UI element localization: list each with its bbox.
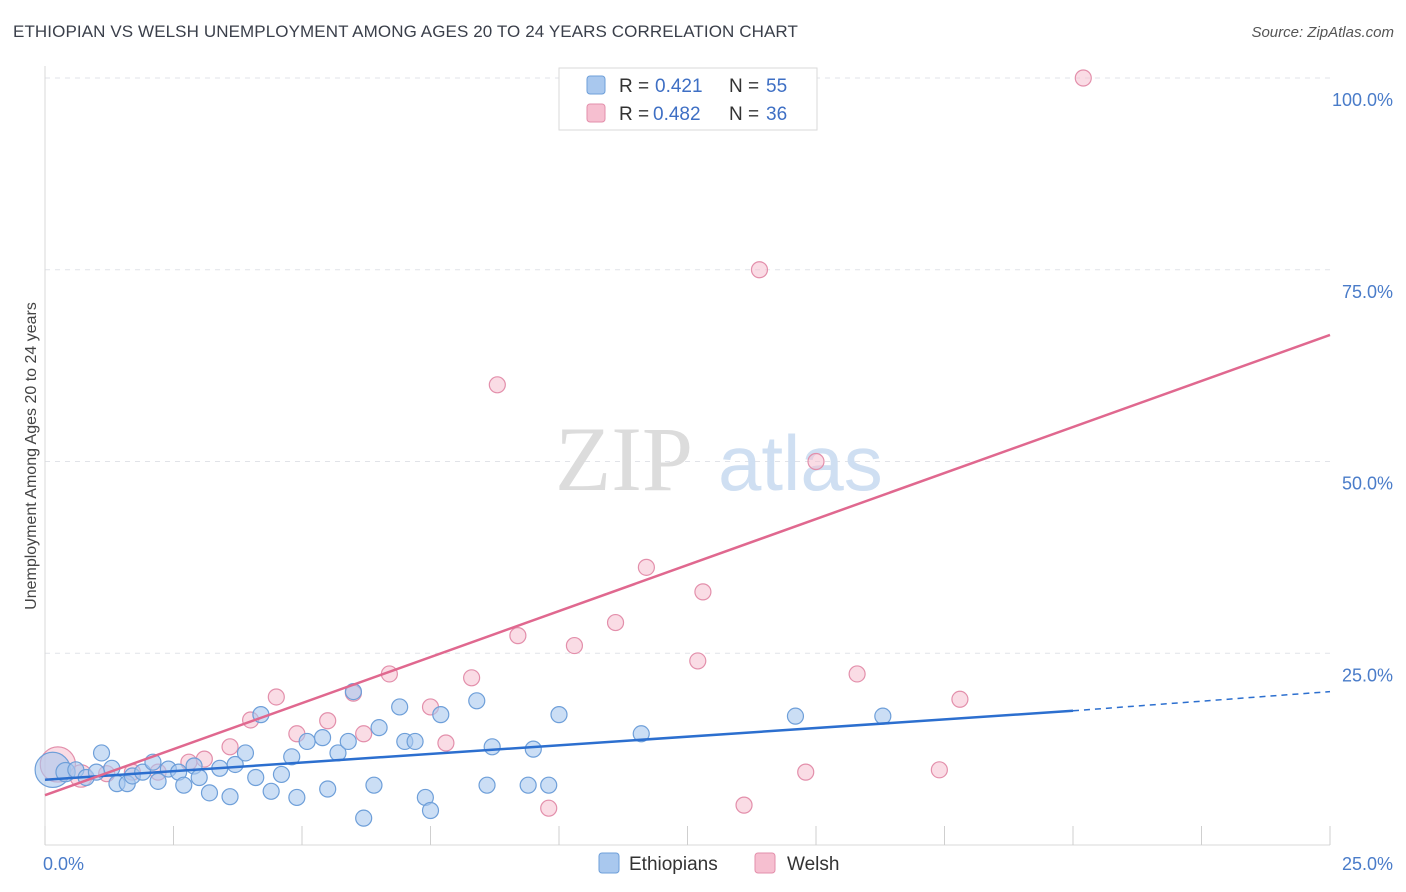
welsh-point-16 (437, 734, 455, 752)
ethiopians-point-36 (365, 776, 383, 794)
chart-title: ETHIOPIAN VS WELSH UNEMPLOYMENT AMONG AG… (13, 22, 798, 41)
welsh-point-9 (267, 688, 285, 706)
welsh-point-18 (488, 376, 506, 394)
legend-n-value-2: 36 (766, 104, 787, 125)
bottom-legend-label-welsh: Welsh (787, 854, 839, 875)
ethiopians-point-17 (190, 768, 208, 787)
ethiopians-point-15 (175, 776, 193, 794)
ethiopians-point-40 (406, 732, 424, 751)
legend-bottom: Ethiopians Welsh (598, 852, 839, 875)
x-tick-label-1: 25.0% (1342, 854, 1393, 874)
y-tick-label-3: 100.0% (1332, 90, 1393, 110)
ethiopians-point-50 (550, 706, 568, 724)
legend-swatch-welsh (586, 103, 606, 123)
ethiopians-point-27 (283, 748, 301, 766)
ethiopians-point-29 (298, 732, 316, 751)
legend-swatch-ethiopians (586, 75, 606, 95)
welsh-point-22 (606, 613, 625, 632)
ethiopians-point-37 (370, 719, 388, 737)
ethiopians-point-26 (272, 765, 291, 784)
ethiopians-point-22 (236, 744, 255, 762)
watermark-atlas: atlas (718, 419, 883, 507)
y-tick-label-0: 25.0% (1342, 665, 1393, 685)
welsh-point-19 (509, 627, 527, 645)
welsh-point-32 (930, 761, 948, 779)
legend-r-label-1: R = (619, 76, 649, 97)
ethiopians-point-31 (319, 780, 337, 798)
ethiopians-point-20 (221, 788, 239, 806)
watermark: ZIP atlas (555, 408, 883, 510)
y-tick-label-1: 50.0% (1342, 474, 1393, 494)
ethiopians-point-33 (339, 732, 357, 751)
welsh-point-29 (797, 763, 815, 781)
bottom-legend-label-ethiopians: Ethiopians (629, 854, 718, 875)
welsh-point-31 (848, 665, 866, 683)
ethiopians-point-38 (391, 698, 409, 716)
ethiopians-point-48 (524, 740, 542, 758)
welsh-point-13 (355, 725, 373, 743)
welsh-point-11 (319, 712, 337, 730)
grid-lines (45, 77, 1330, 654)
trend-lines (44, 333, 1331, 797)
ethiopians-point-35 (355, 809, 373, 827)
ethiopians-point-45 (478, 776, 496, 794)
welsh-point-7 (221, 738, 239, 756)
ethiopians-trend-line (44, 709, 1074, 782)
bottom-legend-swatch-welsh (754, 852, 776, 874)
welsh-point-33 (951, 690, 969, 708)
y-axis-label: Unemployment Among Ages 20 to 24 years (23, 302, 40, 610)
ethiopians-point-18 (200, 784, 219, 802)
legend-top: R = 0.421 N = 55 R = 0.482 N = 36 (558, 67, 818, 131)
ethiopians-point-28 (288, 788, 306, 807)
welsh-point-17 (463, 669, 481, 687)
welsh-point-27 (735, 796, 753, 814)
y-tick-label-2: 75.0% (1342, 282, 1393, 302)
ethiopians-point-23 (247, 768, 265, 787)
ethiopians-point-42 (421, 801, 440, 820)
ethiopians-point-53 (874, 707, 892, 725)
legend-r-value-1: 0.421 (655, 76, 703, 97)
ethiopians-point-47 (519, 776, 537, 794)
watermark-zip: ZIP (555, 408, 693, 510)
ethiopians-point-43 (432, 706, 450, 724)
legend-r-value-2: 0.482 (653, 104, 701, 125)
welsh-point-25 (694, 583, 712, 601)
welsh-trend-line (44, 333, 1331, 797)
ethiopians-point-5 (92, 744, 111, 762)
ethiopians-trend-extension (1072, 690, 1331, 712)
welsh-point-34 (1074, 69, 1092, 87)
welsh-point-28 (750, 261, 769, 279)
source-label: Source: ZipAtlas.com (1251, 24, 1394, 41)
ethiopians-point-44 (468, 692, 486, 710)
bottom-legend-swatch-ethiopians (598, 852, 620, 874)
welsh-point-20 (540, 799, 558, 817)
ethiopians-point-51 (632, 725, 650, 743)
welsh-point-30 (807, 452, 825, 471)
axes (44, 66, 1331, 846)
welsh-point-23 (637, 558, 655, 576)
ethiopians-point-46 (483, 738, 501, 756)
welsh-point-24 (689, 652, 707, 670)
legend-r-label-2: R = (619, 104, 649, 125)
legend-n-label-2: N = (729, 104, 759, 125)
x-tick-label-0: 0.0% (43, 854, 84, 874)
ethiopians-point-25 (262, 782, 280, 800)
legend-n-value-1: 55 (766, 76, 787, 97)
legend-n-label-1: N = (729, 76, 759, 97)
welsh-point-21 (565, 636, 584, 655)
ethiopians-point-49 (540, 776, 558, 794)
ethiopians-point-30 (313, 729, 332, 747)
tick-labels: 25.0% 50.0% 75.0% 100.0% 0.0% 25.0% (43, 90, 1393, 874)
series-ethiopians-points (34, 682, 892, 827)
ethiopians-point-52 (786, 707, 805, 725)
